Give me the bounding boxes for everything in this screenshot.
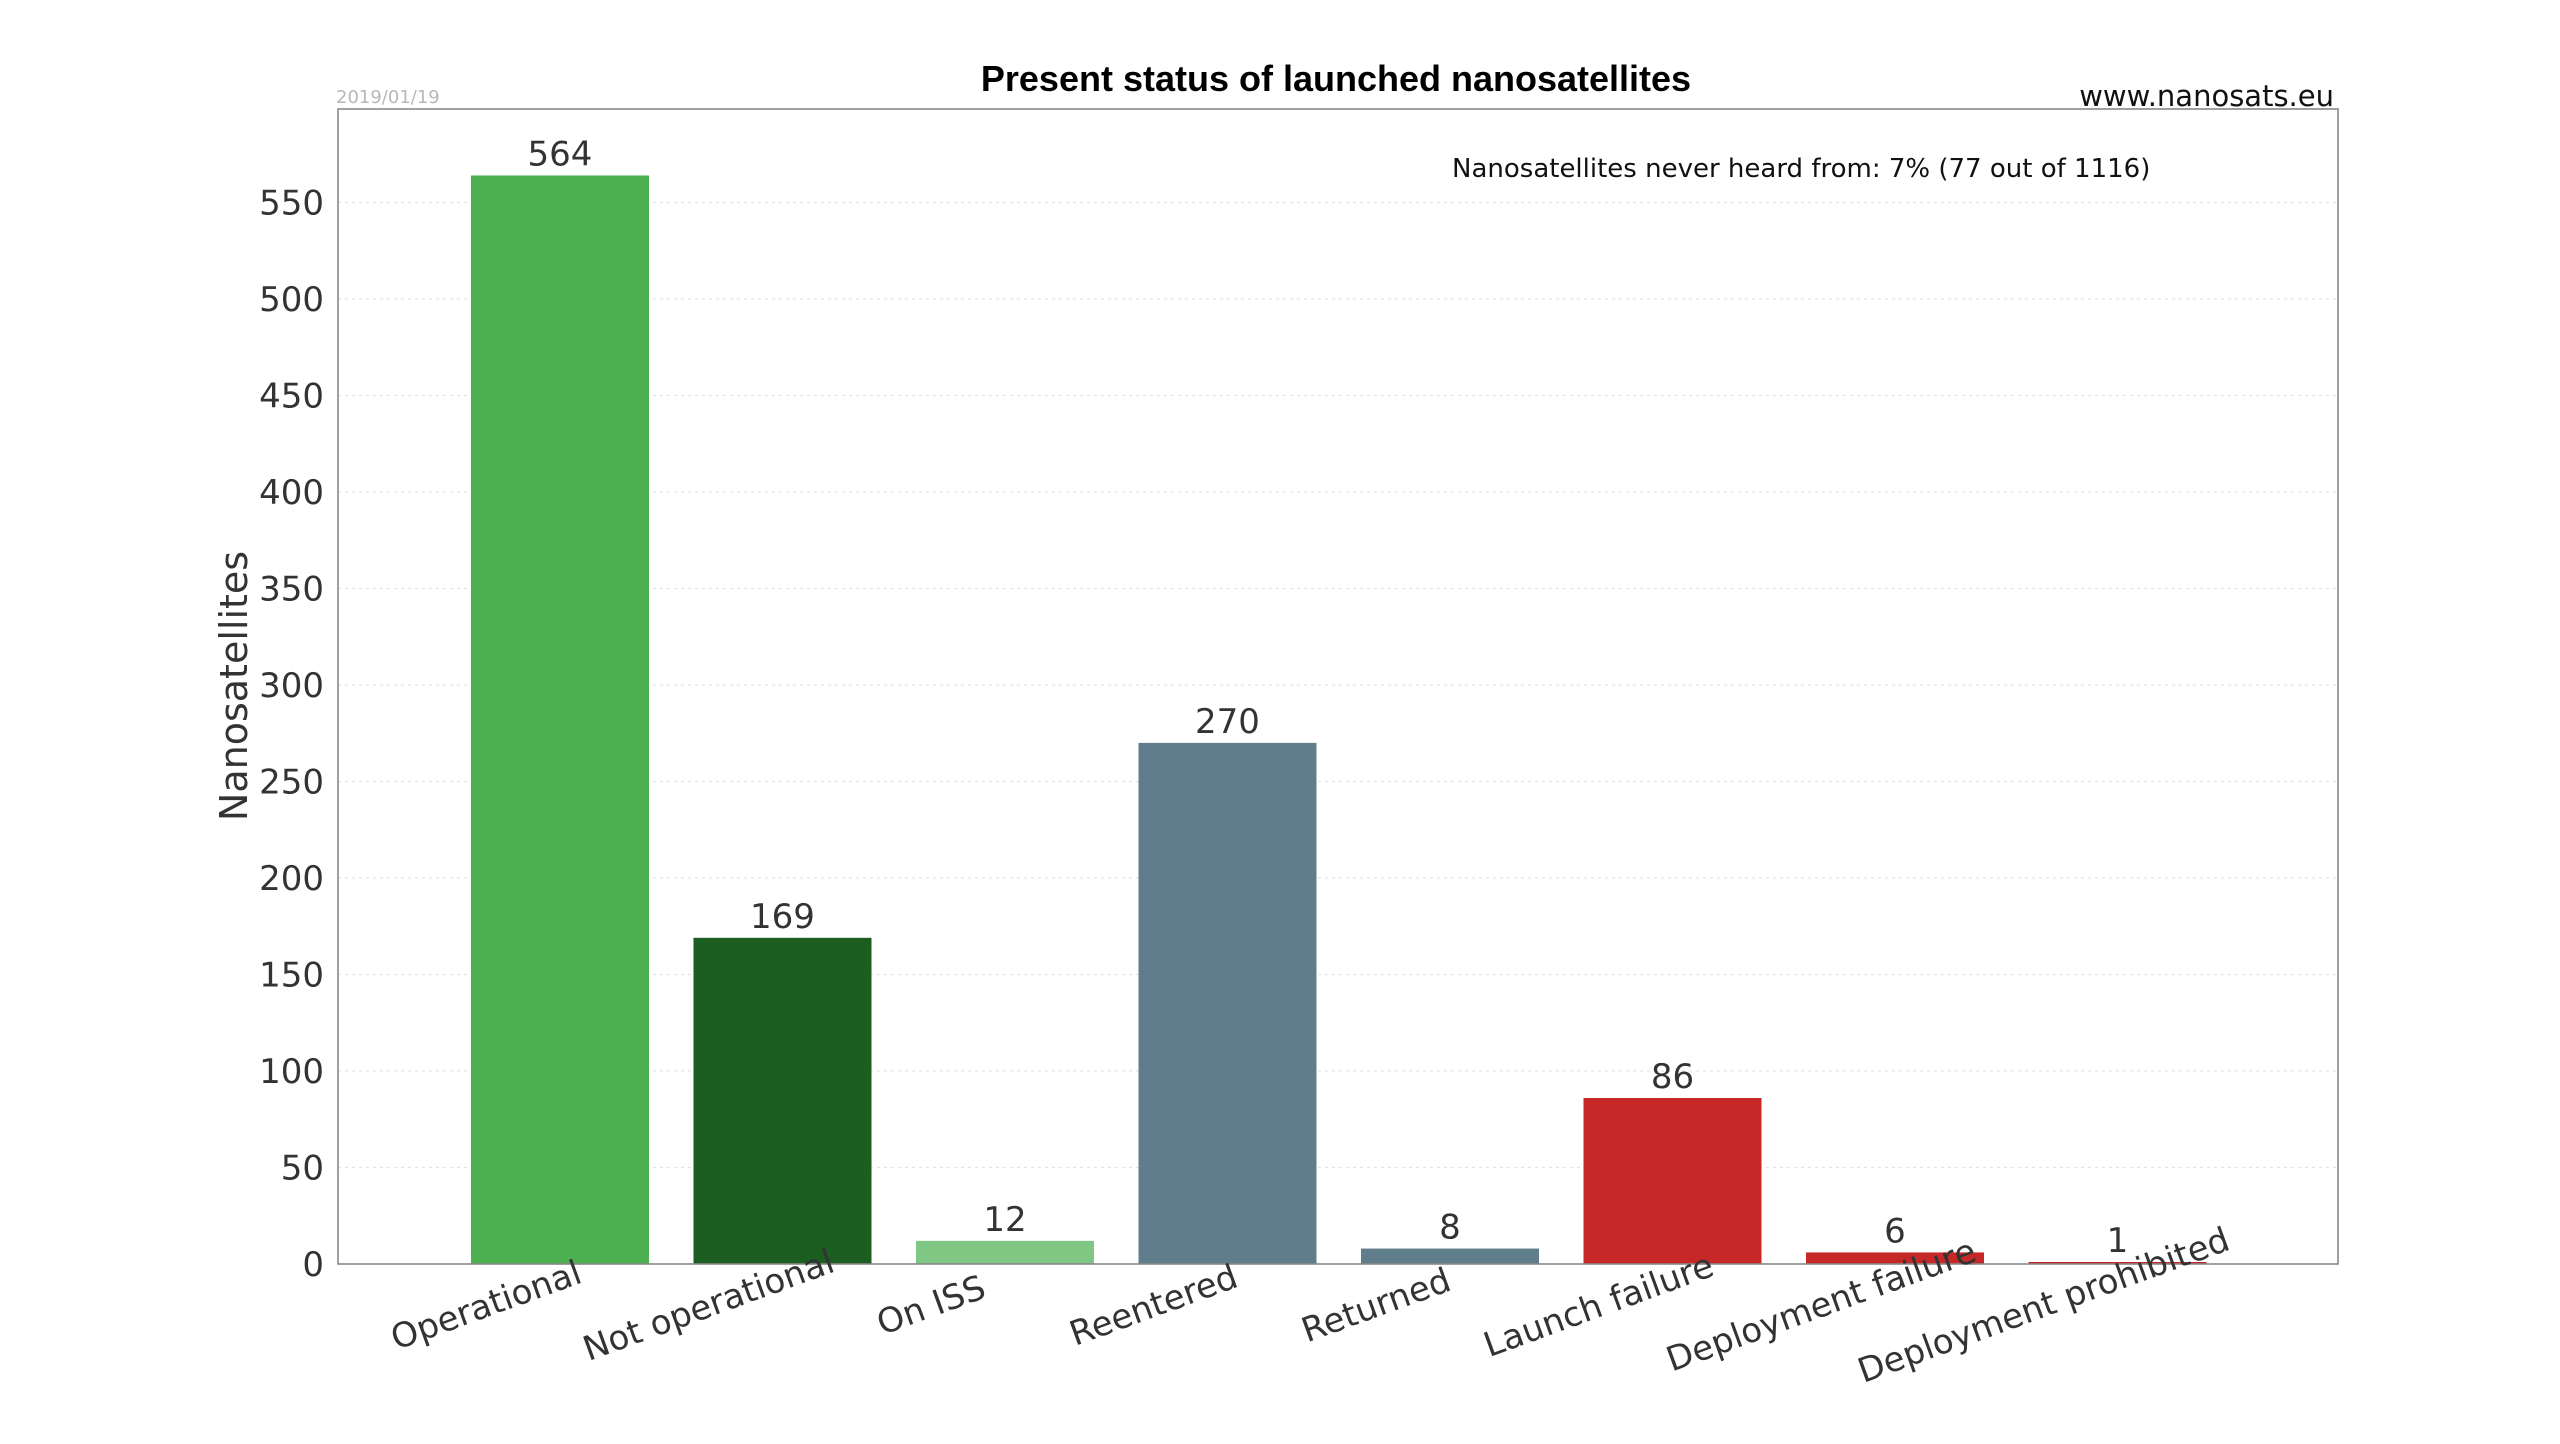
bar [1138,742,1317,1264]
bar [1806,1252,1984,1264]
y-tick-label: 450 [259,377,324,417]
data-label: 1 [2107,1221,2129,1261]
y-tick-label: 250 [259,763,324,803]
y-axis-label: Nanosatellites [212,551,256,821]
y-tick-label: 200 [259,859,324,899]
y-tick-label: 150 [259,956,324,996]
x-tick-label: Returned [1296,1260,1456,1351]
data-label: 8 [1439,1208,1461,1248]
y-tick-labels: 0 50 100 150 200 250 300 350 400 450 500 550 [259,184,324,1286]
y-tick-label: 50 [281,1149,324,1189]
bar [1361,1248,1539,1264]
data-label: 169 [750,897,815,937]
data-label: 270 [1195,702,1260,742]
chart-title: Present status of launched nanosatellite… [981,58,1691,99]
bar [916,1240,1094,1264]
x-tick-label: Reentered [1064,1257,1243,1355]
plot-frame [337,108,2339,1265]
bars-layer [471,175,2207,1265]
x-tick-label: Operational [386,1253,587,1359]
chart-annotation: Nanosatellites never heard from: 7% (77 … [1452,154,2150,184]
y-tick-label: 0 [302,1245,324,1285]
chart-date: 2019/01/19 [336,87,440,108]
y-tick-label: 300 [259,666,324,706]
x-tick-label: Deployment prohibited [1853,1220,2235,1392]
bar [2028,1262,2207,1264]
y-tick-label: 350 [259,570,324,610]
data-label: 564 [528,134,593,174]
data-label: 6 [1884,1211,1906,1251]
data-labels: 564 169 12 270 8 86 6 1 [528,134,2129,1261]
bar [1583,1098,1762,1264]
y-tick-label: 500 [259,280,324,320]
data-label: 86 [1651,1057,1694,1097]
x-tick-label: On ISS [872,1268,991,1344]
chart-source: www.nanosats.eu [2079,79,2334,113]
bar [471,175,649,1265]
grid-layer [338,201,2338,1169]
y-tick-label: 400 [259,473,324,513]
bar [693,937,872,1264]
y-tick-label: 100 [259,1052,324,1092]
data-label: 12 [983,1200,1026,1240]
y-tick-label: 550 [259,184,324,224]
